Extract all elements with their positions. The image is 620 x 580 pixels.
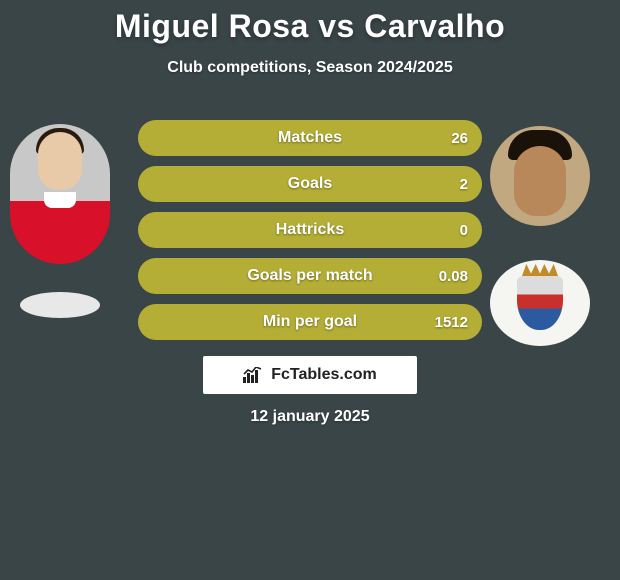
stat-bar-value: 2 — [460, 166, 468, 202]
stat-bar-row: Min per goal1512 — [138, 304, 482, 340]
stat-bars: Matches26 Goals2 Hattricks0 Goals per match… — [138, 120, 482, 350]
stat-bar-row: Hattricks0 — [138, 212, 482, 248]
player-left-avatar — [10, 124, 110, 264]
brand-text: FcTables.com — [271, 366, 377, 384]
stat-bar-label: Min per goal — [138, 304, 482, 340]
stat-bar-value: 0.08 — [439, 258, 468, 294]
stat-bar-row: Goals2 — [138, 166, 482, 202]
stat-bar-value: 26 — [451, 120, 468, 156]
player-left-shadow — [20, 292, 100, 318]
stat-bar-row: Matches26 — [138, 120, 482, 156]
stat-bar-value: 0 — [460, 212, 468, 248]
stat-bar-label: Goals per match — [138, 258, 482, 294]
club-logo-right — [490, 260, 590, 346]
subtitle: Club competitions, Season 2024/2025 — [0, 59, 620, 77]
player-right-avatar — [490, 126, 590, 226]
stat-bar-row: Goals per match0.08 — [138, 258, 482, 294]
stat-bar-label: Matches — [138, 120, 482, 156]
stat-bar-label: Goals — [138, 166, 482, 202]
stat-bar-label: Hattricks — [138, 212, 482, 248]
stat-bar-value: 1512 — [435, 304, 468, 340]
page-title: Miguel Rosa vs Carvalho — [0, 0, 620, 45]
chart-icon — [243, 367, 263, 383]
date-text: 12 january 2025 — [0, 408, 620, 426]
brand-box: FcTables.com — [203, 356, 417, 394]
